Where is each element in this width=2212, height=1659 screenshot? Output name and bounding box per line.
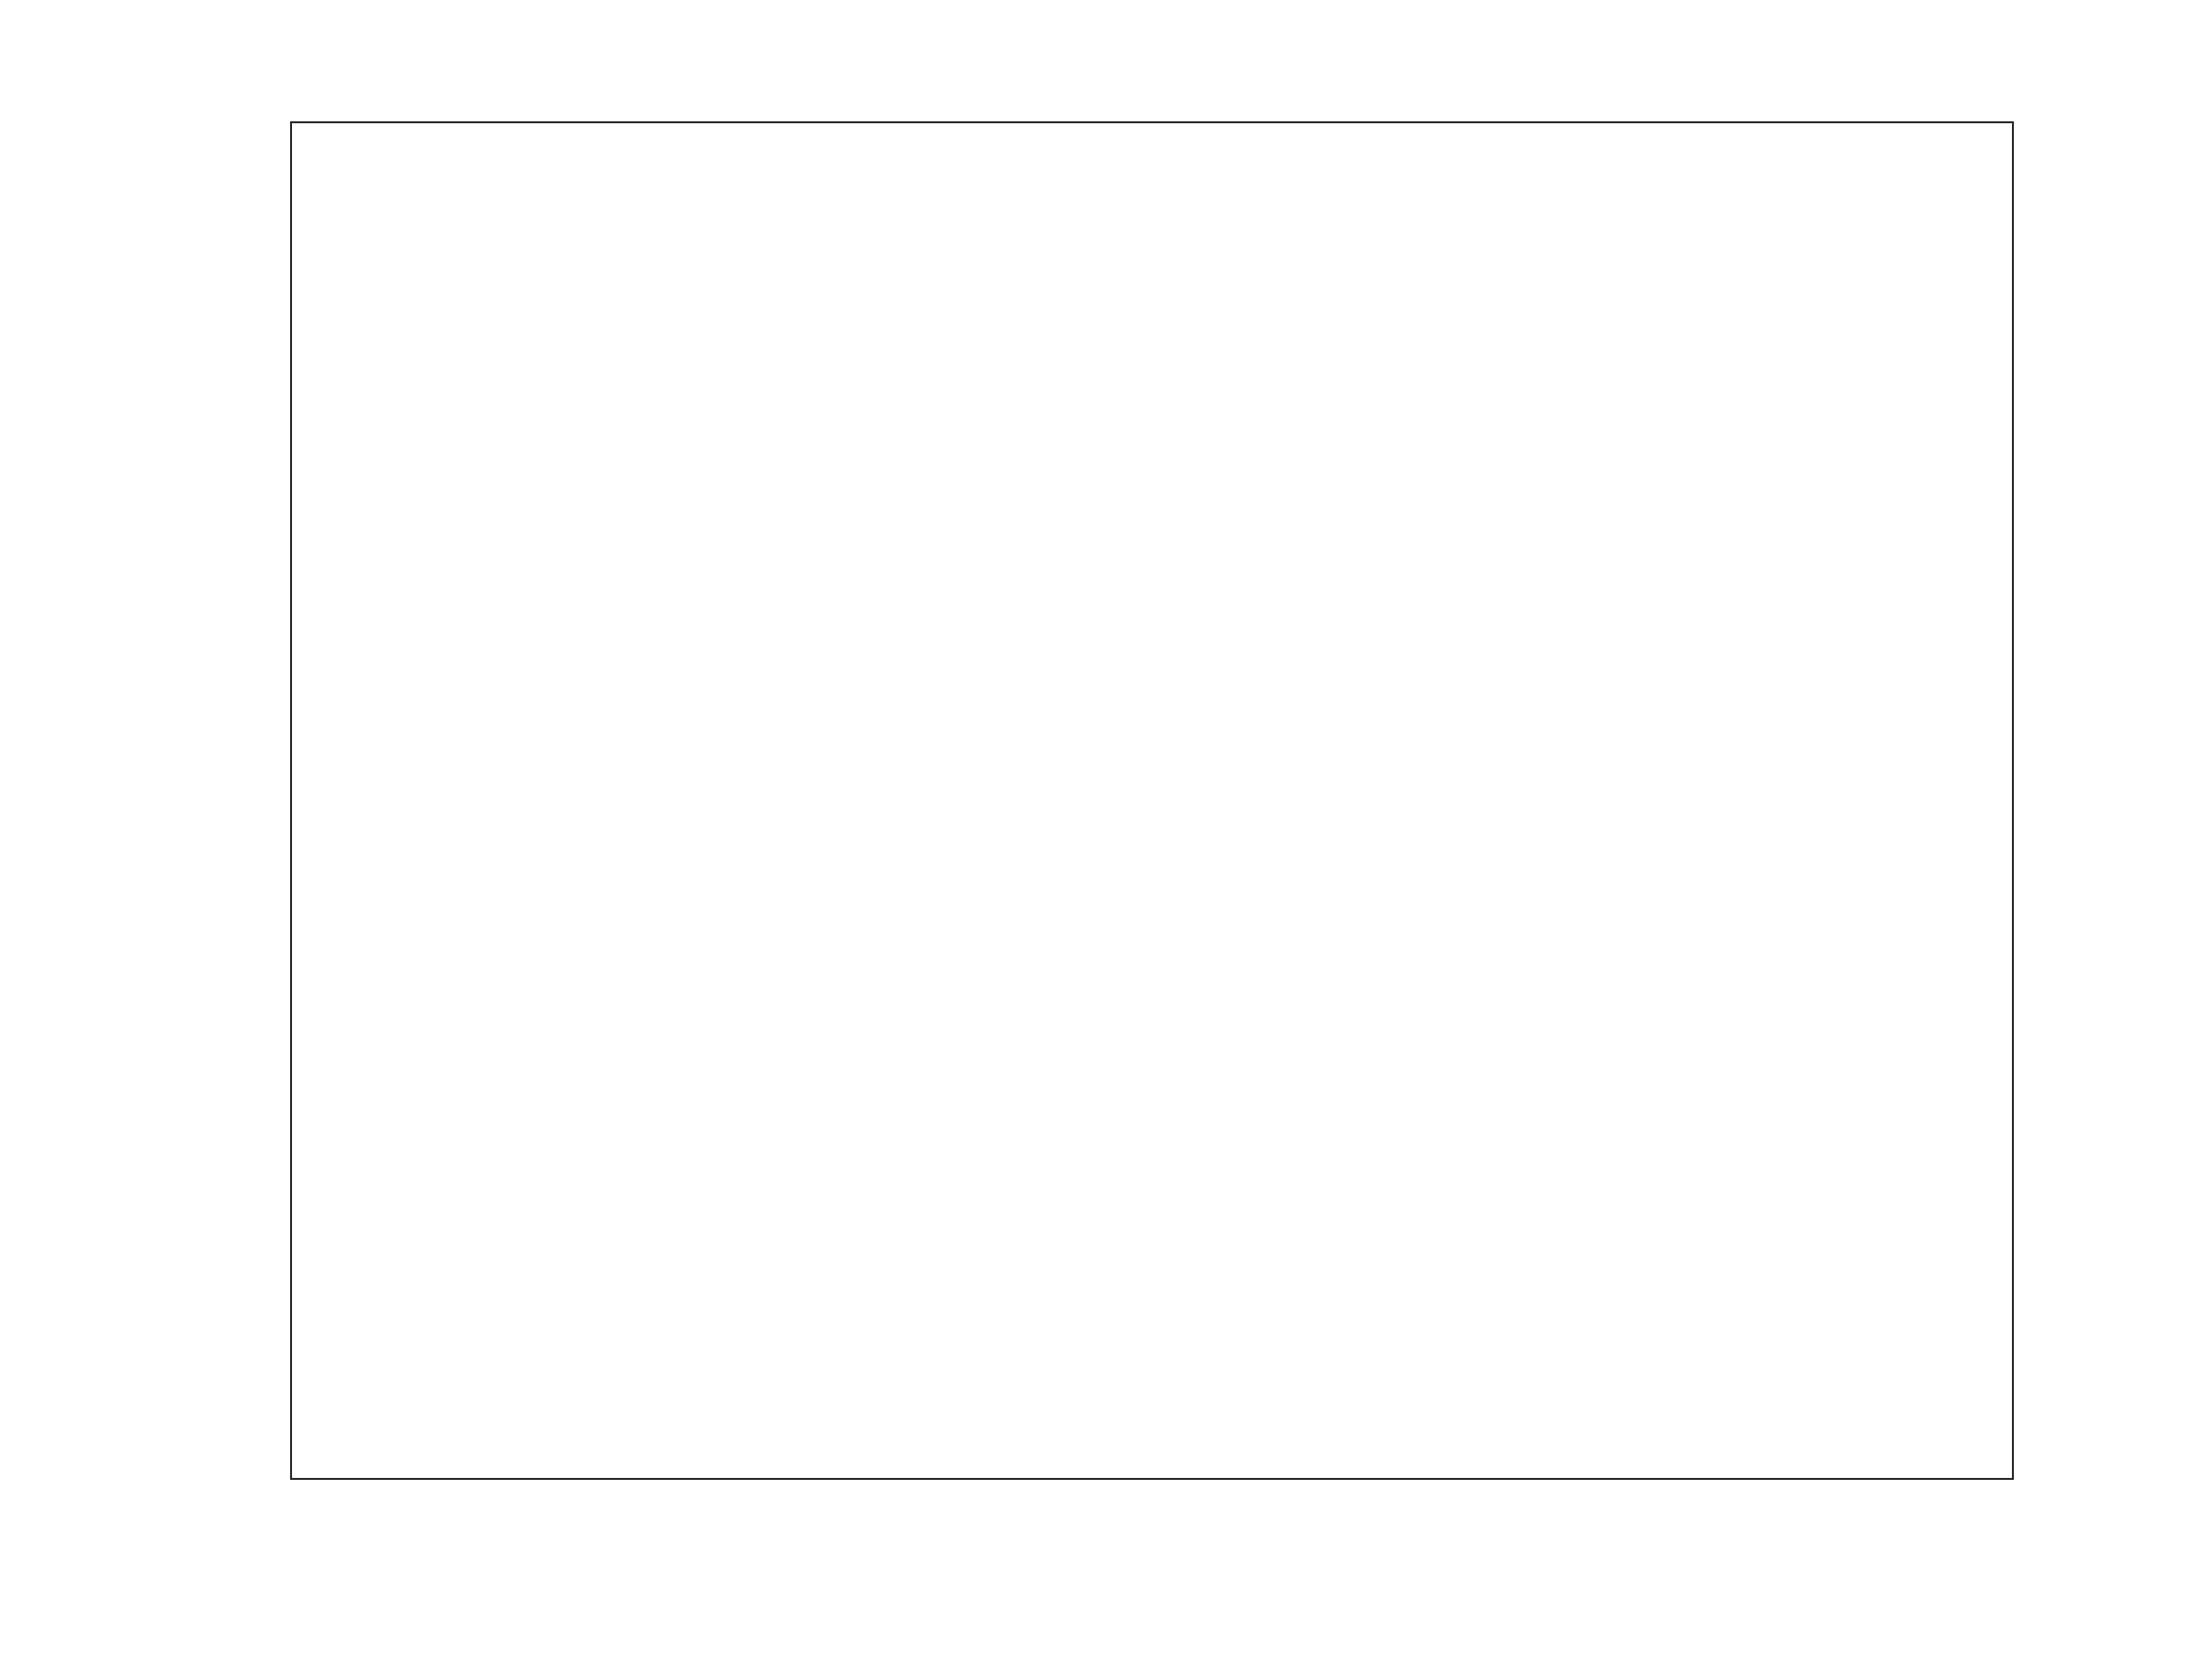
- waveform-canvas: [292, 123, 2012, 1478]
- plot-area: [290, 121, 2014, 1480]
- x-axis-tick-labels: [0, 1500, 2212, 1557]
